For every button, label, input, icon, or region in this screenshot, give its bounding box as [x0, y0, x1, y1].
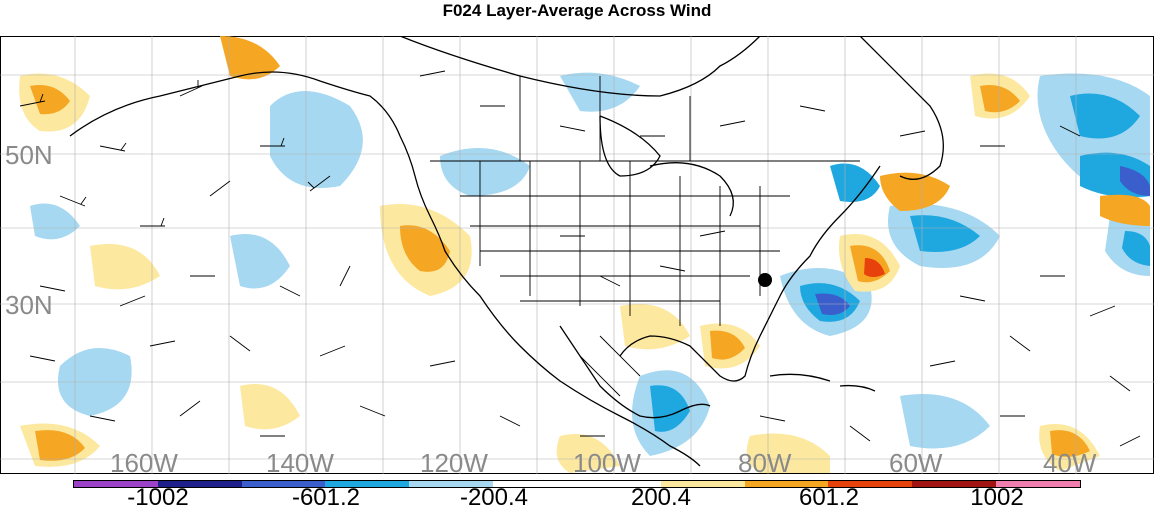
colorbar-segment — [576, 481, 661, 487]
colorbar-label: -200.4 — [459, 484, 529, 511]
positive-anomaly-region — [90, 244, 160, 290]
positive-anomaly-region — [620, 304, 690, 350]
negative-anomaly-region — [650, 385, 690, 432]
station-marker-icon — [758, 273, 772, 287]
colorbar-segment — [996, 481, 1080, 487]
political-boundaries — [430, 76, 860, 397]
lon-label-100w: 100W — [573, 448, 641, 474]
lon-label-40w: 40W — [1043, 448, 1097, 474]
positive-anomaly-region — [1100, 194, 1150, 226]
colorbar-segment — [241, 481, 326, 487]
positive-anomaly-region — [746, 433, 830, 473]
lon-label-160w: 160W — [110, 448, 178, 474]
positive-anomaly-region — [220, 36, 280, 80]
graticule — [0, 36, 1154, 474]
colorbar-segment — [74, 481, 158, 487]
colorbar-segment — [660, 481, 745, 487]
positive-anomaly-region — [880, 172, 950, 211]
negative-anomaly-region — [230, 234, 290, 289]
negative-anomaly-region — [30, 203, 80, 240]
negative-anomaly-region — [440, 148, 530, 196]
map-svg: 50N 30N 160W 140W 120W 100W 80W 60W 40W — [0, 36, 1154, 474]
anomaly-shading — [19, 36, 1150, 473]
positive-anomaly-region — [980, 85, 1020, 113]
positive-anomaly-region — [710, 330, 745, 360]
positive-anomaly-region — [400, 225, 450, 272]
colorbar-label: -1002 — [127, 484, 189, 511]
negative-anomaly-region — [900, 394, 990, 449]
colorbar-label: 601.2 — [798, 484, 860, 511]
negative-anomaly-region — [1070, 93, 1140, 139]
positive-anomaly-region — [30, 85, 70, 115]
colorbar-segment — [325, 481, 410, 487]
colorbar-segment — [493, 481, 577, 487]
map-panel: 50N 30N 160W 140W 120W 100W 80W 60W 40W — [0, 36, 1154, 474]
colorbar-segment — [828, 481, 913, 487]
colorbar-segment — [157, 481, 242, 487]
negative-anomaly-region — [1122, 231, 1150, 266]
lon-label-80w: 80W — [738, 448, 792, 474]
negative-anomaly-region — [1120, 166, 1150, 196]
lat-label-50n: 50N — [5, 140, 53, 170]
wind-barbs — [19, 70, 1141, 447]
colorbar-label: -601.2 — [291, 484, 361, 511]
colorbar-segment — [409, 481, 494, 487]
negative-anomaly-region — [830, 163, 880, 202]
positive-anomaly-region — [864, 258, 885, 277]
colorbar — [73, 480, 1081, 488]
positive-anomaly-region — [240, 384, 300, 430]
coastlines — [69, 36, 944, 467]
colorbar-label: 1002 — [970, 484, 1024, 511]
lon-label-120w: 120W — [420, 448, 488, 474]
negative-anomaly-region — [270, 91, 363, 188]
lon-label-140w: 140W — [266, 448, 334, 474]
colorbar-segment — [744, 481, 829, 487]
positive-anomaly-region — [1050, 430, 1090, 457]
lat-label-30n: 30N — [5, 290, 53, 320]
positive-anomaly-region — [35, 430, 85, 461]
negative-anomaly-region — [910, 215, 980, 252]
map-title: F024 Layer-Average Across Wind — [442, 1, 712, 20]
lon-label-60w: 60W — [889, 448, 943, 474]
colorbar-segment — [912, 481, 997, 487]
positive-anomaly-region — [556, 434, 620, 473]
colorbar-label: 200.4 — [630, 484, 692, 511]
